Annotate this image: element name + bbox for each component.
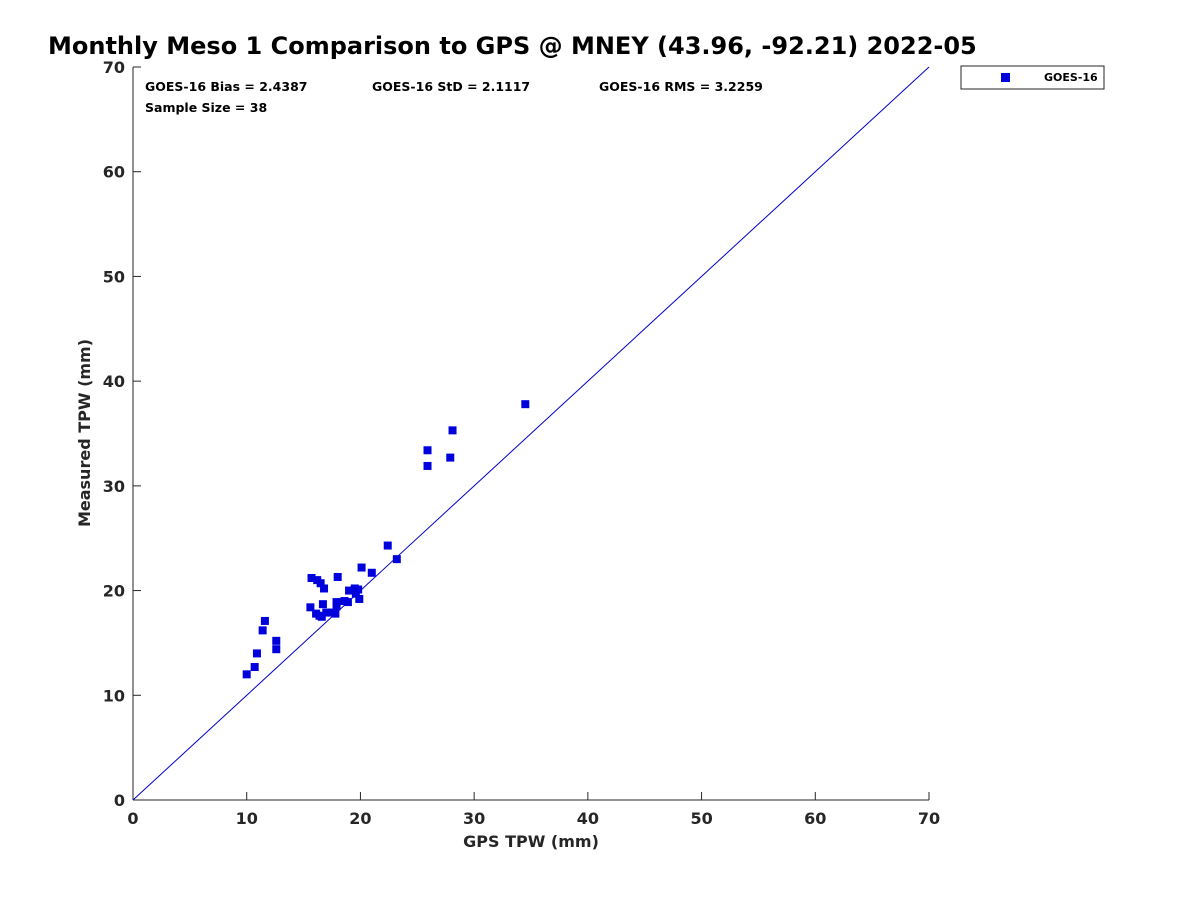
- y-tick-label-3: 30: [103, 477, 125, 496]
- data-point-0: [242, 670, 251, 679]
- data-point-18: [332, 602, 341, 611]
- data-point-26: [355, 594, 364, 603]
- y-tick-label-0: 0: [114, 791, 125, 810]
- data-point-34: [448, 426, 457, 435]
- legend-label-goes16: GOES-16: [1044, 71, 1098, 84]
- data-point-35: [521, 400, 530, 409]
- x-ticks: 0 10 20 30 40 50 60 70: [127, 792, 940, 828]
- x-tick-label-2: 20: [349, 809, 371, 828]
- x-tick-label-0: 0: [127, 809, 138, 828]
- data-point-3: [258, 626, 267, 635]
- data-point-25: [354, 585, 363, 594]
- data-point-2: [252, 649, 261, 658]
- data-point-7: [306, 603, 315, 612]
- y-tick-label-6: 60: [103, 163, 125, 182]
- y-tick-label-4: 40: [103, 372, 125, 391]
- data-point-28: [367, 568, 376, 577]
- data-point-37: [315, 611, 324, 620]
- legend: GOES-16: [960, 65, 1105, 90]
- data-point-5: [272, 645, 281, 654]
- chart-title: Monthly Meso 1 Comparison to GPS @ MNEY …: [48, 32, 977, 60]
- x-tick-label-7: 70: [918, 809, 940, 828]
- data-point-31: [423, 446, 432, 455]
- data-point-24: [351, 589, 360, 598]
- y-tick-label-5: 50: [103, 267, 125, 286]
- data-point-32: [423, 461, 432, 470]
- data-point-33: [446, 453, 455, 462]
- data-point-22: [345, 586, 354, 595]
- x-axis-label: GPS TPW (mm): [463, 832, 599, 851]
- legend-marker-goes16: [1001, 73, 1010, 82]
- data-point-29: [383, 541, 392, 550]
- data-point-27: [357, 563, 366, 572]
- y-ticks: 0 10 20 30 40 50 60 70: [103, 58, 141, 810]
- data-point-4: [260, 616, 269, 625]
- x-tick-label-1: 10: [236, 809, 258, 828]
- data-point-20: [333, 572, 342, 581]
- legend-box: [960, 65, 1105, 90]
- x-tick-label-3: 30: [463, 809, 485, 828]
- data-point-11: [316, 579, 325, 588]
- data-point-36: [340, 597, 349, 606]
- data-point-13: [318, 600, 327, 609]
- y-tick-label-1: 10: [103, 686, 125, 705]
- data-point-30: [392, 555, 401, 564]
- plot-area: 0 10 20 30 40 50 60 70 0 10 20 30 40 50 60 70 GOES-16 …: [103, 58, 940, 828]
- x-tick-label-4: 40: [577, 809, 599, 828]
- stat-std: GOES-16 StD = 2.1117: [372, 79, 530, 94]
- stat-sample-size: Sample Size = 38: [145, 100, 267, 115]
- data-point-1: [250, 663, 259, 672]
- x-tick-label-6: 60: [804, 809, 826, 828]
- scatter-points: [242, 400, 530, 679]
- data-point-6: [272, 636, 281, 645]
- stat-rms: GOES-16 RMS = 3.2259: [599, 79, 763, 94]
- data-point-14: [320, 584, 329, 593]
- y-tick-label-7: 70: [103, 58, 125, 77]
- stat-bias: GOES-16 Bias = 2.4387: [145, 79, 307, 94]
- data-point-15: [322, 608, 331, 617]
- y-axis-label: Measured TPW (mm): [75, 339, 94, 527]
- y-tick-label-2: 20: [103, 582, 125, 601]
- x-tick-label-5: 50: [690, 809, 712, 828]
- data-point-8: [307, 574, 316, 583]
- one-to-one-line: [132, 66, 930, 801]
- data-point-17: [331, 609, 340, 618]
- data-point-19: [332, 598, 341, 607]
